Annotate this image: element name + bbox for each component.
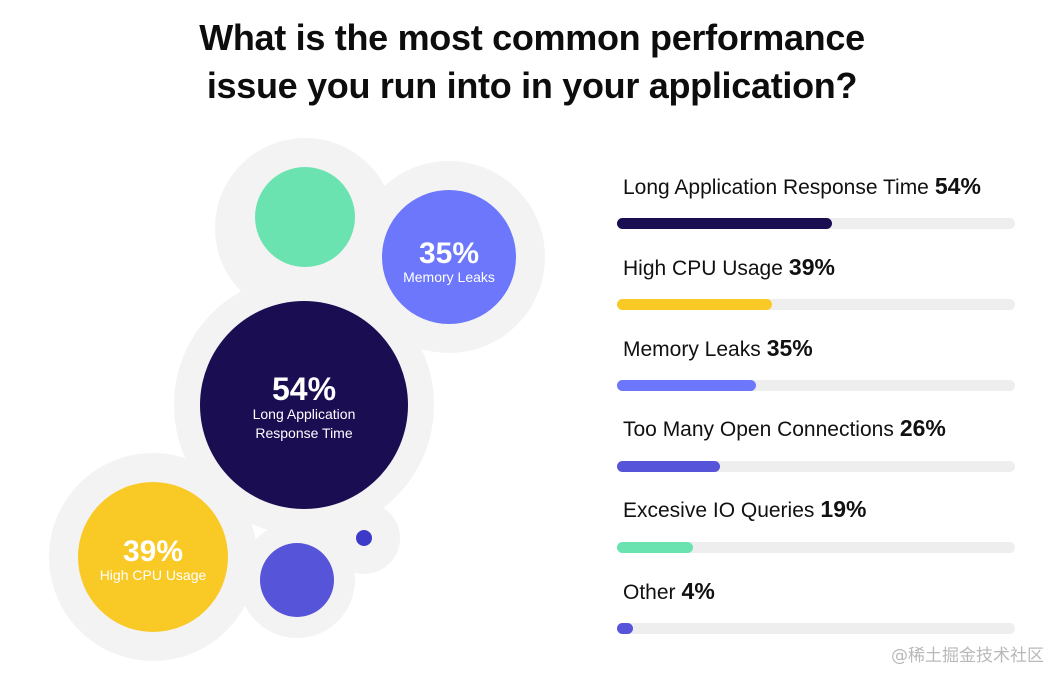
bubble-response-time-value: 54% — [272, 371, 336, 407]
bar-other — [617, 623, 633, 634]
bar-track-other — [617, 623, 1015, 634]
bubble-memory-leaks — [382, 190, 516, 324]
bar-category-other: Other — [623, 581, 676, 604]
bar-value-io-queries: 19% — [820, 496, 867, 522]
bar-track-cpu-usage — [617, 299, 1015, 310]
bar-value-other: 4% — [681, 578, 715, 604]
bar-category-io-queries: Excesive IO Queries — [623, 499, 815, 522]
bubble-memory-leaks-value: 35% — [419, 237, 479, 270]
bubble-cpu-usage-value: 39% — [123, 535, 183, 568]
bar-track-open-connections — [617, 461, 1015, 472]
bar-value-cpu-usage: 39% — [788, 254, 835, 280]
bar-label-memory-leaks: Memory Leaks 35% — [623, 334, 813, 364]
bubble-memory-leaks-label: Memory Leaks — [403, 269, 495, 285]
bubble-open-connections — [260, 543, 334, 617]
bar-label-other: Other 4% — [623, 577, 715, 607]
watermark: @稀土掘金技术社区 — [891, 646, 1044, 666]
bar-value-response-time: 54% — [934, 173, 981, 199]
bar-value-open-connections: 26% — [899, 415, 946, 441]
bar-response-time — [617, 218, 832, 229]
chart-title-line-1: What is the most common performance — [199, 17, 865, 58]
bubble-cpu-usage-label: High CPU Usage — [100, 567, 207, 583]
bar-label-io-queries: Excesive IO Queries 19% — [623, 495, 866, 525]
bar-value-memory-leaks: 35% — [766, 335, 813, 361]
bubble-response-time-label-line-2: Response Time — [255, 425, 352, 441]
bubble-response-time — [200, 301, 408, 509]
chart-title: What is the most common performance issu… — [0, 14, 1064, 110]
bar-category-open-connections: Too Many Open Connections — [623, 418, 894, 441]
bar-io-queries — [617, 542, 693, 553]
bar-label-cpu-usage: High CPU Usage 39% — [623, 253, 835, 283]
bar-label-response-time: Long Application Response Time 54% — [623, 172, 981, 202]
bar-category-memory-leaks: Memory Leaks — [623, 338, 761, 361]
bar-open-connections — [617, 461, 721, 472]
bar-track-response-time — [617, 218, 1015, 229]
bubble-response-time-label-line-1: Long Application — [253, 406, 356, 422]
bar-track-memory-leaks — [617, 380, 1015, 391]
bar-label-open-connections: Too Many Open Connections 26% — [623, 414, 946, 444]
bubble-tiny-dot — [356, 530, 372, 546]
bar-memory-leaks — [617, 380, 757, 391]
bubble-chart: 54% Long Application Response Time 35% M… — [49, 138, 545, 661]
bar-category-cpu-usage: High CPU Usage — [623, 257, 783, 280]
bubble-green — [255, 167, 355, 267]
chart-title-line-2: issue you run into in your application? — [206, 65, 858, 106]
bar-cpu-usage — [617, 299, 773, 310]
bar-track-io-queries — [617, 542, 1015, 553]
bar-category-response-time: Long Application Response Time — [623, 176, 929, 199]
bubble-cpu-usage — [78, 482, 228, 632]
